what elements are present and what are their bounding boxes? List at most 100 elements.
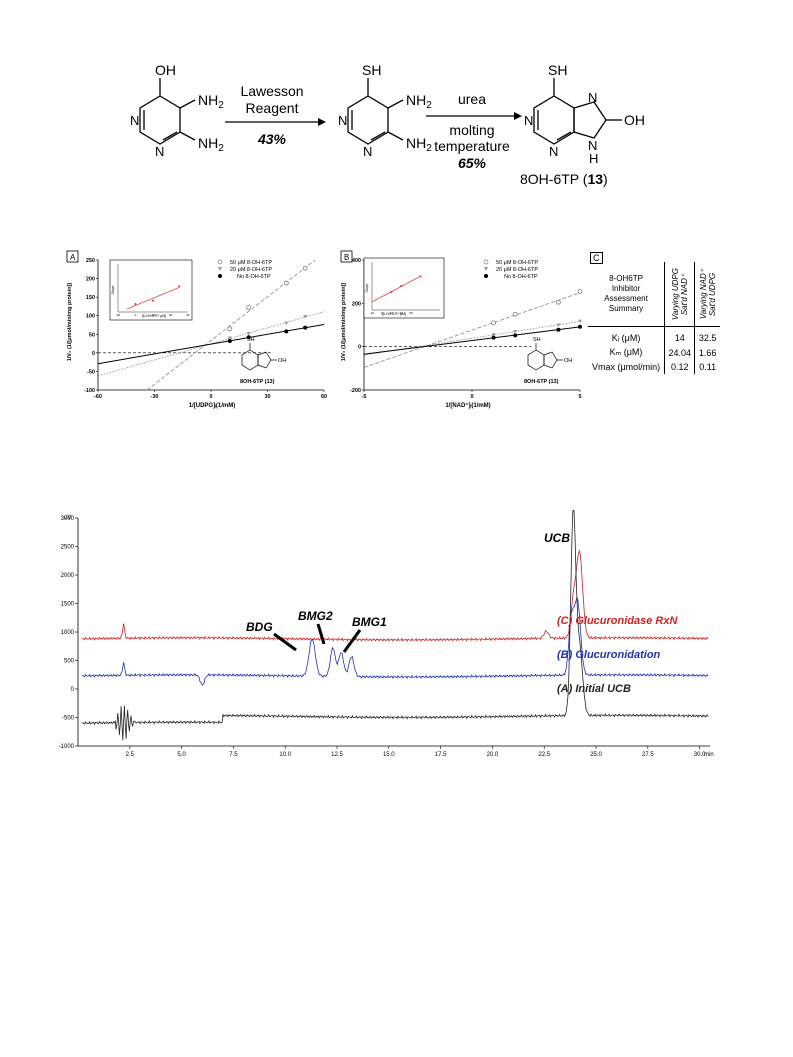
arrow-2-head <box>514 112 522 120</box>
inset-a-x-tick-label: 20 <box>151 313 155 317</box>
inset-b-point <box>419 275 422 278</box>
c3-oh: OH <box>624 112 645 128</box>
hplc-x-tick-label: 15.0 <box>383 752 395 758</box>
panel-a-point <box>227 336 232 340</box>
panel-a-y-tick-label: 100 <box>86 314 95 320</box>
panel-a-tag: A <box>70 253 76 262</box>
panel-a-x-tick-label: 30 <box>264 394 270 400</box>
hplc-xlabel: min <box>704 752 714 758</box>
panel-c-row-v1: 24.04 <box>664 345 696 360</box>
panel-b-point <box>556 299 561 305</box>
inset-a-x-tick-label: 40 <box>169 313 173 317</box>
step2-reagent: urea <box>458 91 486 107</box>
c3-n2: N <box>549 144 558 159</box>
panel-a: A 1/V₀ (1/[μmol/min/mg protein]) 1/[UDPG… <box>62 250 332 410</box>
panel-c-row-v1: 0.12 <box>664 360 696 374</box>
hplc-x-tick-label: 20.0 <box>487 752 499 758</box>
legend-a-marker-2 <box>218 267 222 271</box>
panel-a-x-tick-label: -30 <box>151 394 159 400</box>
hplc-y-tick-label: 2000 <box>61 573 75 579</box>
panel-b-x-tick-label: 0 <box>470 394 473 400</box>
inset-a-xlabel: [8-OH-6TP, μM] <box>142 314 166 318</box>
panel-a-y-tick-label: -50 <box>87 369 95 375</box>
c1-nh2-bottom: NH2 <box>198 135 224 154</box>
legend-b-marker-1 <box>483 259 489 265</box>
hplc-y-tick-label: 3000 <box>61 516 75 522</box>
inset-a-point <box>152 299 154 302</box>
hplc-x-tick-label: 27.5 <box>642 752 654 758</box>
panel-b-point <box>578 324 582 329</box>
inset-b-xlabel: [8-OH-6TP, μM] <box>382 312 406 316</box>
reaction-scheme-svg: OH NH2 NH2 N N Lawesson Reagent 43% SH N… <box>130 62 645 187</box>
inset-a-frame <box>109 259 193 321</box>
hplc-x-tick-label: 12.5 <box>331 752 343 758</box>
legend-a: (A) Initial UCB <box>557 683 631 695</box>
panel-c-row: Kᵢ (μM) 14 32.5 <box>588 326 720 345</box>
panel-c-table: 8-OH6TP Inhibitor Assessment Summary Var… <box>588 262 720 374</box>
panel-a-point <box>246 332 251 336</box>
hplc-x-tick-label: 25.0 <box>590 752 602 758</box>
annotation-bmg2: BMG2 <box>298 609 333 623</box>
inset-b-x-tick-label: -10 <box>370 311 375 315</box>
hplc-y-tick-label: 500 <box>64 659 75 665</box>
annotation-bmg1: BMG1 <box>352 615 387 629</box>
inset-a-fit-line <box>126 287 180 310</box>
panel-a-point <box>302 265 308 271</box>
panel-c-row: Kₘ (μM) 24.04 1.66 <box>588 345 720 360</box>
hplc-y-tick-label: 0 <box>71 687 75 693</box>
hplc-x-tick-label: 5.0 <box>177 752 186 758</box>
panel-a-point <box>283 280 289 286</box>
panel-b-oh: OH <box>564 358 572 364</box>
panel-c-header-3: Assessment <box>604 294 648 303</box>
panel-b-point <box>577 289 583 294</box>
panel-b-point <box>491 335 496 340</box>
inset-a-point <box>178 285 181 288</box>
hplc-x-tick-label: 30.0 <box>694 752 706 758</box>
panel-c-row: Vmax (μmol/min) 0.12 0.11 <box>588 360 720 374</box>
panel-a-point <box>284 321 289 326</box>
inset-a-x-tick-label: -20 <box>116 313 121 317</box>
panel-b-xlabel: 1/[NAD⁺]ᵢ(1/mM) <box>445 402 490 409</box>
panel-a-point <box>246 335 251 340</box>
legend-a-label-2: 20 μM 8-OH-6TP <box>230 267 272 273</box>
panel-c-row-label: Kₘ (μM) <box>588 345 666 360</box>
panel-c-header-2: Inhibitor <box>611 284 641 293</box>
legend-a-marker-3 <box>218 274 222 278</box>
panel-c-row-label: Vmax (μmol/min) <box>588 360 666 374</box>
panel-c-col1-line2: Sat'd NAD⁺ <box>679 273 689 315</box>
arrow-1-head <box>318 118 326 126</box>
c3-n1: N <box>524 113 533 128</box>
compound-2 <box>347 78 404 145</box>
inset-b-x-tick-label: 30 <box>409 311 413 315</box>
panel-a-x-tick-label: 0 <box>209 394 212 400</box>
inset-b-frame <box>363 257 445 319</box>
legend-c: (C) Glucuronidase RxN <box>557 615 678 627</box>
panel-b-point <box>556 327 561 332</box>
annotation-arrows <box>273 623 362 653</box>
panel-b-chart: B 1/V₀ (1/[μmol/min/mg protein]) 1/[NAD⁺… <box>340 250 583 409</box>
c2-nh2-bottom: NH2 <box>406 135 432 154</box>
panel-c-col1-header: Varying UDPG Sat'd NAD⁺ <box>664 262 696 327</box>
panel-a-y-tick-label: -100 <box>84 388 95 394</box>
panel-c-col2-line1: Varying NAD⁺ <box>698 268 708 320</box>
panel-b-inset: Slope [8-OH-6TP, μM] -10 0 10 20 30 <box>363 257 445 319</box>
hplc-y-tick-label: 2500 <box>61 545 75 551</box>
panel-a-sh: SH <box>247 337 255 343</box>
hplc-x-tick-label: 7.5 <box>229 752 238 758</box>
panel-b-molecule-label: 8OH-6TP (13) <box>524 379 559 385</box>
panel-b-point <box>491 333 496 337</box>
panel-a-x-tick-label: -60 <box>94 394 102 400</box>
c2-n2: N <box>363 144 372 159</box>
panel-b-point <box>491 320 496 326</box>
c3-nh: N <box>588 138 597 153</box>
hplc-chromatogram: uV min -1000 -500 0 500 1000 1500 2000 2500 3000… <box>52 506 722 760</box>
hplc-x-tick-label: 22.5 <box>538 752 550 758</box>
hplc-trace <box>82 549 709 643</box>
panel-c: C 8-OH6TP Inhibitor Assessment Summary V… <box>588 250 720 400</box>
step1-reagent-line1: Lawesson <box>240 83 303 99</box>
legend-b-marker-3 <box>484 274 488 278</box>
panel-a-molecule <box>241 343 277 371</box>
legend-b-label-2: 20 μM 8-OH-6TP <box>496 267 538 273</box>
panel-b-series-line <box>363 292 581 368</box>
